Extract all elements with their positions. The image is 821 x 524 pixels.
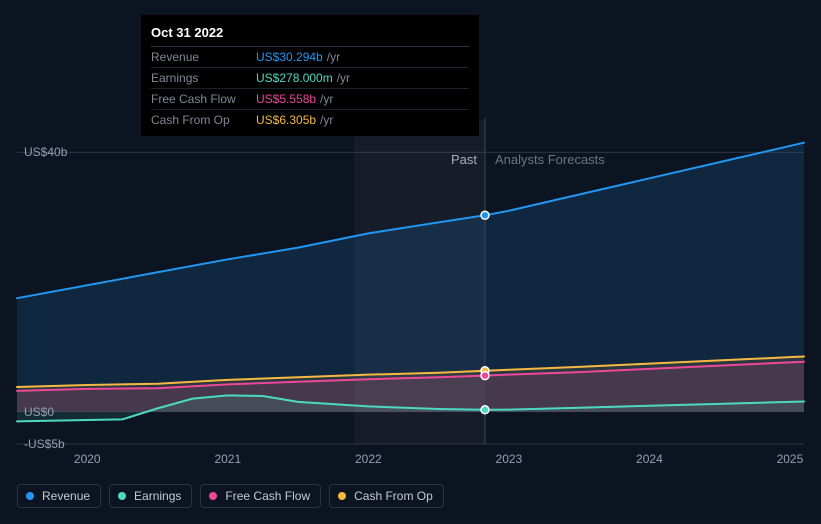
past-watermark: Past xyxy=(451,152,477,167)
legend-label: Earnings xyxy=(134,489,181,503)
tooltip-unit: /yr xyxy=(323,50,340,64)
tooltip-key: Free Cash Flow xyxy=(151,89,256,110)
y-tick-label: -US$5b xyxy=(24,437,65,451)
legend-dot-icon xyxy=(338,492,346,500)
legend-item-revenue[interactable]: Revenue xyxy=(17,484,101,508)
tooltip-value: US$278.000m xyxy=(256,71,333,85)
tooltip-row-cfo: Cash From Op US$6.305b/yr xyxy=(151,110,469,131)
hover-tooltip: Oct 31 2022 Revenue US$30.294b/yr Earnin… xyxy=(141,15,479,136)
y-tick-label: US$40b xyxy=(24,145,67,159)
legend: Revenue Earnings Free Cash Flow Cash Fro… xyxy=(17,484,444,508)
legend-dot-icon xyxy=(118,492,126,500)
x-tick-label: 2024 xyxy=(636,452,663,466)
x-tick-label: 2021 xyxy=(214,452,241,466)
tooltip-value: US$6.305b xyxy=(256,113,316,127)
tooltip-key: Cash From Op xyxy=(151,110,256,131)
legend-dot-icon xyxy=(26,492,34,500)
legend-label: Revenue xyxy=(42,489,90,503)
tooltip-table: Revenue US$30.294b/yr Earnings US$278.00… xyxy=(151,47,469,130)
tooltip-title: Oct 31 2022 xyxy=(151,23,469,47)
tooltip-row-revenue: Revenue US$30.294b/yr xyxy=(151,47,469,68)
forecast-watermark: Analysts Forecasts xyxy=(495,152,605,167)
tooltip-row-fcf: Free Cash Flow US$5.558b/yr xyxy=(151,89,469,110)
x-tick-label: 2025 xyxy=(777,452,804,466)
tooltip-row-earnings: Earnings US$278.000m/yr xyxy=(151,68,469,89)
y-tick-label: US$0 xyxy=(24,405,54,419)
tooltip-key: Revenue xyxy=(151,47,256,68)
legend-label: Cash From Op xyxy=(354,489,433,503)
tooltip-unit: /yr xyxy=(316,113,333,127)
legend-dot-icon xyxy=(209,492,217,500)
tooltip-key: Earnings xyxy=(151,68,256,89)
legend-item-fcf[interactable]: Free Cash Flow xyxy=(200,484,321,508)
legend-item-cfo[interactable]: Cash From Op xyxy=(329,484,444,508)
tooltip-unit: /yr xyxy=(333,71,350,85)
tooltip-value: US$30.294b xyxy=(256,50,323,64)
x-tick-label: 2023 xyxy=(496,452,523,466)
legend-item-earnings[interactable]: Earnings xyxy=(109,484,192,508)
x-tick-label: 2022 xyxy=(355,452,382,466)
tooltip-unit: /yr xyxy=(316,92,333,106)
tooltip-value: US$5.558b xyxy=(256,92,316,106)
x-tick-label: 2020 xyxy=(74,452,101,466)
chart-container: US$40b US$0 -US$5b 2020 2021 2022 2023 2024 202… xyxy=(0,0,821,524)
legend-label: Free Cash Flow xyxy=(225,489,310,503)
